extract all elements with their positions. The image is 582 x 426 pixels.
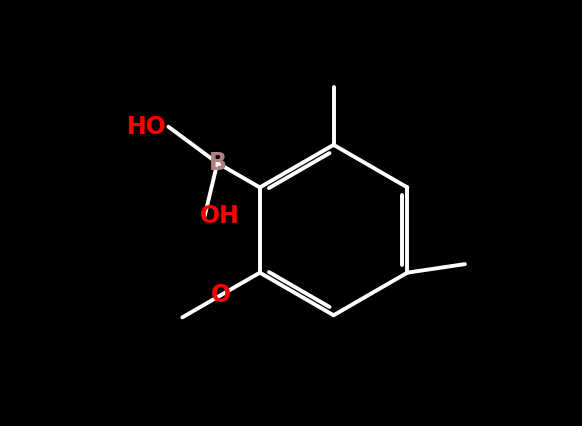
Text: OH: OH — [200, 204, 240, 228]
Text: O: O — [211, 283, 231, 307]
Text: HO: HO — [126, 115, 166, 139]
Text: B: B — [208, 151, 226, 175]
